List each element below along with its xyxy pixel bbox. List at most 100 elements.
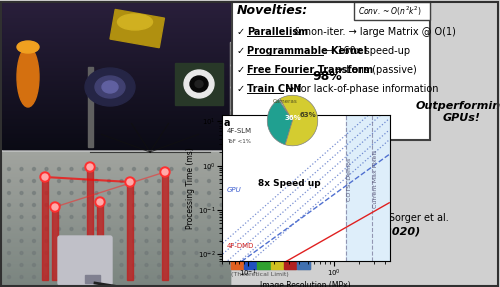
Wedge shape bbox=[280, 95, 318, 146]
Bar bbox=[2, 55, 230, 56]
Bar bbox=[2, 134, 230, 135]
Bar bbox=[284, 185, 296, 201]
Bar bbox=[2, 262, 230, 263]
Bar bbox=[2, 190, 230, 191]
Circle shape bbox=[195, 191, 198, 195]
Bar bbox=[2, 187, 230, 188]
Bar bbox=[2, 195, 230, 196]
Wedge shape bbox=[278, 99, 292, 121]
Circle shape bbox=[120, 276, 123, 278]
Bar bbox=[2, 266, 230, 267]
Bar bbox=[297, 253, 310, 269]
Text: Novelties:: Novelties: bbox=[237, 5, 308, 18]
Circle shape bbox=[108, 216, 110, 218]
Bar bbox=[2, 50, 230, 51]
Circle shape bbox=[45, 168, 48, 170]
Bar bbox=[2, 81, 230, 82]
Bar bbox=[2, 63, 230, 64]
Circle shape bbox=[145, 251, 148, 255]
Bar bbox=[263, 65, 277, 86]
Bar bbox=[2, 214, 230, 215]
Bar bbox=[2, 7, 230, 8]
Circle shape bbox=[8, 168, 10, 170]
Bar bbox=[2, 144, 230, 145]
Circle shape bbox=[158, 168, 160, 170]
Circle shape bbox=[32, 191, 35, 195]
Bar bbox=[263, 110, 277, 131]
Bar bbox=[2, 238, 230, 239]
Circle shape bbox=[58, 168, 60, 170]
Bar bbox=[2, 92, 230, 93]
Bar bbox=[2, 227, 230, 228]
Bar bbox=[2, 245, 230, 246]
Text: Parallelism: Parallelism bbox=[247, 27, 308, 37]
Bar bbox=[2, 141, 230, 142]
Text: a: a bbox=[224, 118, 230, 128]
Bar bbox=[2, 172, 230, 173]
Circle shape bbox=[195, 228, 198, 230]
Bar bbox=[2, 180, 230, 181]
Circle shape bbox=[160, 167, 170, 177]
Bar bbox=[2, 75, 230, 76]
Bar bbox=[270, 253, 283, 269]
Circle shape bbox=[182, 168, 186, 170]
Circle shape bbox=[220, 203, 223, 207]
Bar bbox=[2, 225, 230, 226]
Bar bbox=[2, 34, 230, 35]
Bar bbox=[2, 268, 230, 269]
Circle shape bbox=[108, 239, 110, 243]
FancyBboxPatch shape bbox=[354, 2, 430, 20]
Bar bbox=[2, 274, 230, 275]
Bar bbox=[2, 260, 230, 261]
Bar bbox=[2, 255, 230, 256]
Bar bbox=[2, 23, 230, 24]
Bar bbox=[2, 275, 230, 276]
Bar bbox=[2, 88, 230, 89]
Circle shape bbox=[120, 168, 123, 170]
Circle shape bbox=[170, 203, 173, 207]
Circle shape bbox=[70, 168, 73, 170]
Text: 36%: 36% bbox=[284, 115, 301, 121]
Circle shape bbox=[125, 177, 135, 187]
Bar bbox=[2, 193, 230, 194]
Bar bbox=[2, 159, 230, 160]
Bar bbox=[230, 42, 310, 132]
Bar bbox=[2, 44, 230, 45]
Bar bbox=[2, 21, 230, 22]
Bar bbox=[2, 40, 230, 41]
Text: 72%: 72% bbox=[312, 199, 342, 212]
Text: → Lens (passive): → Lens (passive) bbox=[335, 65, 417, 75]
Bar bbox=[2, 22, 230, 23]
Bar bbox=[2, 140, 230, 141]
Circle shape bbox=[158, 179, 160, 183]
Bar bbox=[295, 43, 309, 63]
Text: 98%: 98% bbox=[312, 71, 342, 84]
Circle shape bbox=[32, 203, 35, 207]
Circle shape bbox=[132, 191, 136, 195]
Bar bbox=[270, 236, 283, 252]
Bar bbox=[2, 204, 230, 205]
Circle shape bbox=[220, 251, 223, 255]
Text: Train CNN: Train CNN bbox=[247, 84, 302, 94]
Bar bbox=[2, 70, 230, 71]
Bar bbox=[2, 199, 230, 200]
Bar bbox=[257, 168, 270, 184]
Bar bbox=[2, 181, 230, 182]
Bar bbox=[2, 57, 230, 58]
Circle shape bbox=[95, 251, 98, 255]
Circle shape bbox=[58, 191, 60, 195]
Bar bbox=[295, 65, 309, 86]
Bar bbox=[2, 94, 230, 95]
Bar bbox=[2, 102, 230, 103]
Bar bbox=[231, 88, 245, 108]
Circle shape bbox=[70, 263, 73, 267]
Bar bbox=[2, 236, 230, 237]
Circle shape bbox=[95, 228, 98, 230]
Circle shape bbox=[8, 263, 10, 267]
Bar bbox=[2, 100, 230, 101]
Circle shape bbox=[45, 263, 48, 267]
Text: ✓: ✓ bbox=[237, 27, 245, 37]
Circle shape bbox=[208, 239, 210, 243]
Bar bbox=[2, 143, 230, 144]
Circle shape bbox=[8, 203, 10, 207]
